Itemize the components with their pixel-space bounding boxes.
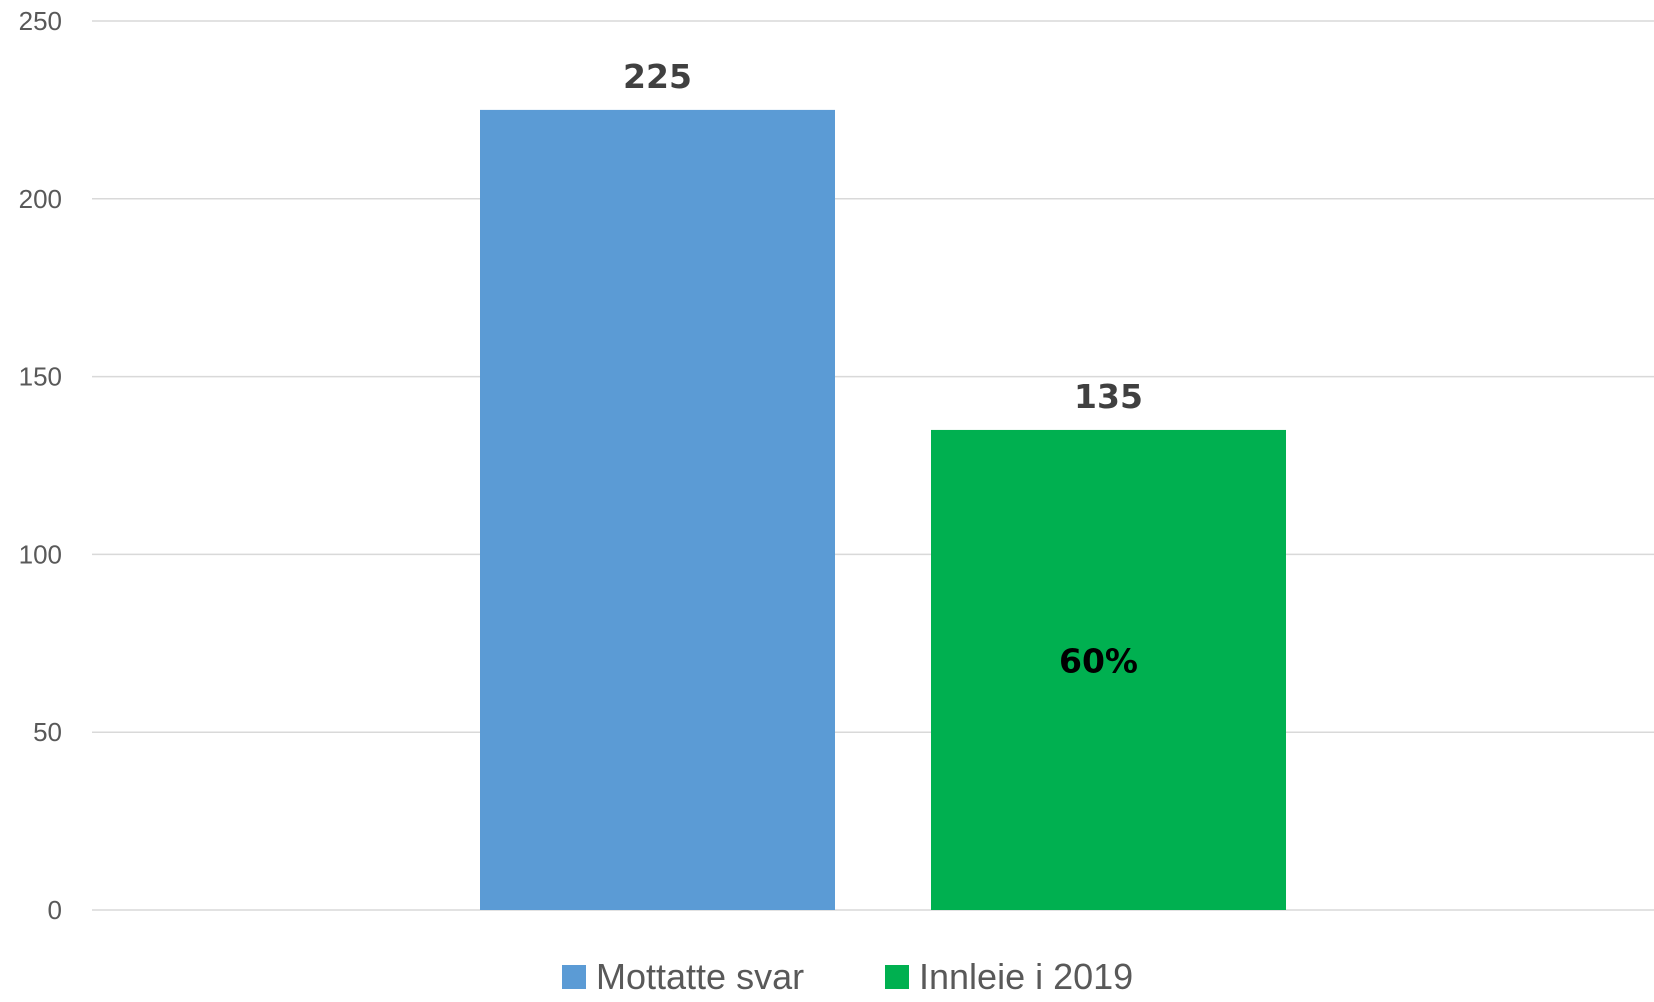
y-tick-label-150: 150 [19, 362, 62, 392]
y-tick-label-0: 0 [48, 895, 62, 925]
bars [480, 109, 1286, 910]
y-tick-label-250: 250 [19, 6, 62, 36]
inner-label-innleie-i-2019: 60% [1059, 641, 1138, 680]
y-tick-label-200: 200 [19, 184, 62, 214]
y-tick-label-100: 100 [19, 539, 62, 569]
legend-label-mottatte-svar: Mottatte svar [596, 956, 804, 997]
gridlines [92, 20, 1654, 911]
data-label-mottatte-svar: 225 [623, 57, 692, 96]
data-labels: 225 135 60% [623, 57, 1143, 680]
data-label-innleie-i-2019: 135 [1074, 377, 1143, 416]
legend-label-innleie-i-2019: Innleie i 2019 [919, 956, 1133, 997]
legend-swatch-mottatte-svar [562, 965, 586, 989]
bar-mottatte-svar [480, 109, 835, 910]
legend: Mottatte svar Innleie i 2019 [562, 956, 1133, 997]
y-axis-tick-labels: 0 50 100 150 200 250 [19, 6, 62, 925]
bar-innleie-i-2019 [931, 429, 1286, 910]
y-tick-label-50: 50 [33, 717, 62, 747]
legend-swatch-innleie-i-2019 [885, 965, 909, 989]
